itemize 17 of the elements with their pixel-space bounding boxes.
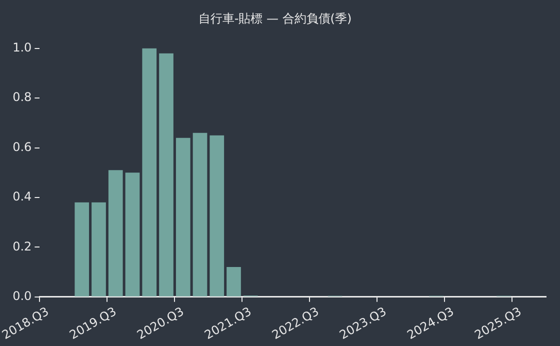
chart-title: 自行車-貼標 — 合約負債(季) bbox=[198, 11, 352, 26]
bar bbox=[176, 138, 190, 296]
bar bbox=[92, 202, 106, 296]
bar bbox=[159, 53, 174, 296]
bar bbox=[74, 202, 90, 296]
bar bbox=[192, 132, 208, 296]
y-tick-label: 0.2 bbox=[12, 239, 32, 254]
bar bbox=[125, 172, 140, 296]
bar bbox=[142, 48, 157, 296]
y-tick-label: 0.4 bbox=[12, 190, 32, 204]
bar bbox=[210, 135, 224, 296]
y-tick-label: 1.0 bbox=[12, 40, 32, 55]
y-tick-label: 0.0 bbox=[12, 288, 32, 303]
bar bbox=[226, 267, 241, 296]
y-tick-label: 0.6 bbox=[12, 140, 32, 154]
bar bbox=[108, 170, 123, 296]
y-tick-label: 0.8 bbox=[12, 90, 32, 104]
